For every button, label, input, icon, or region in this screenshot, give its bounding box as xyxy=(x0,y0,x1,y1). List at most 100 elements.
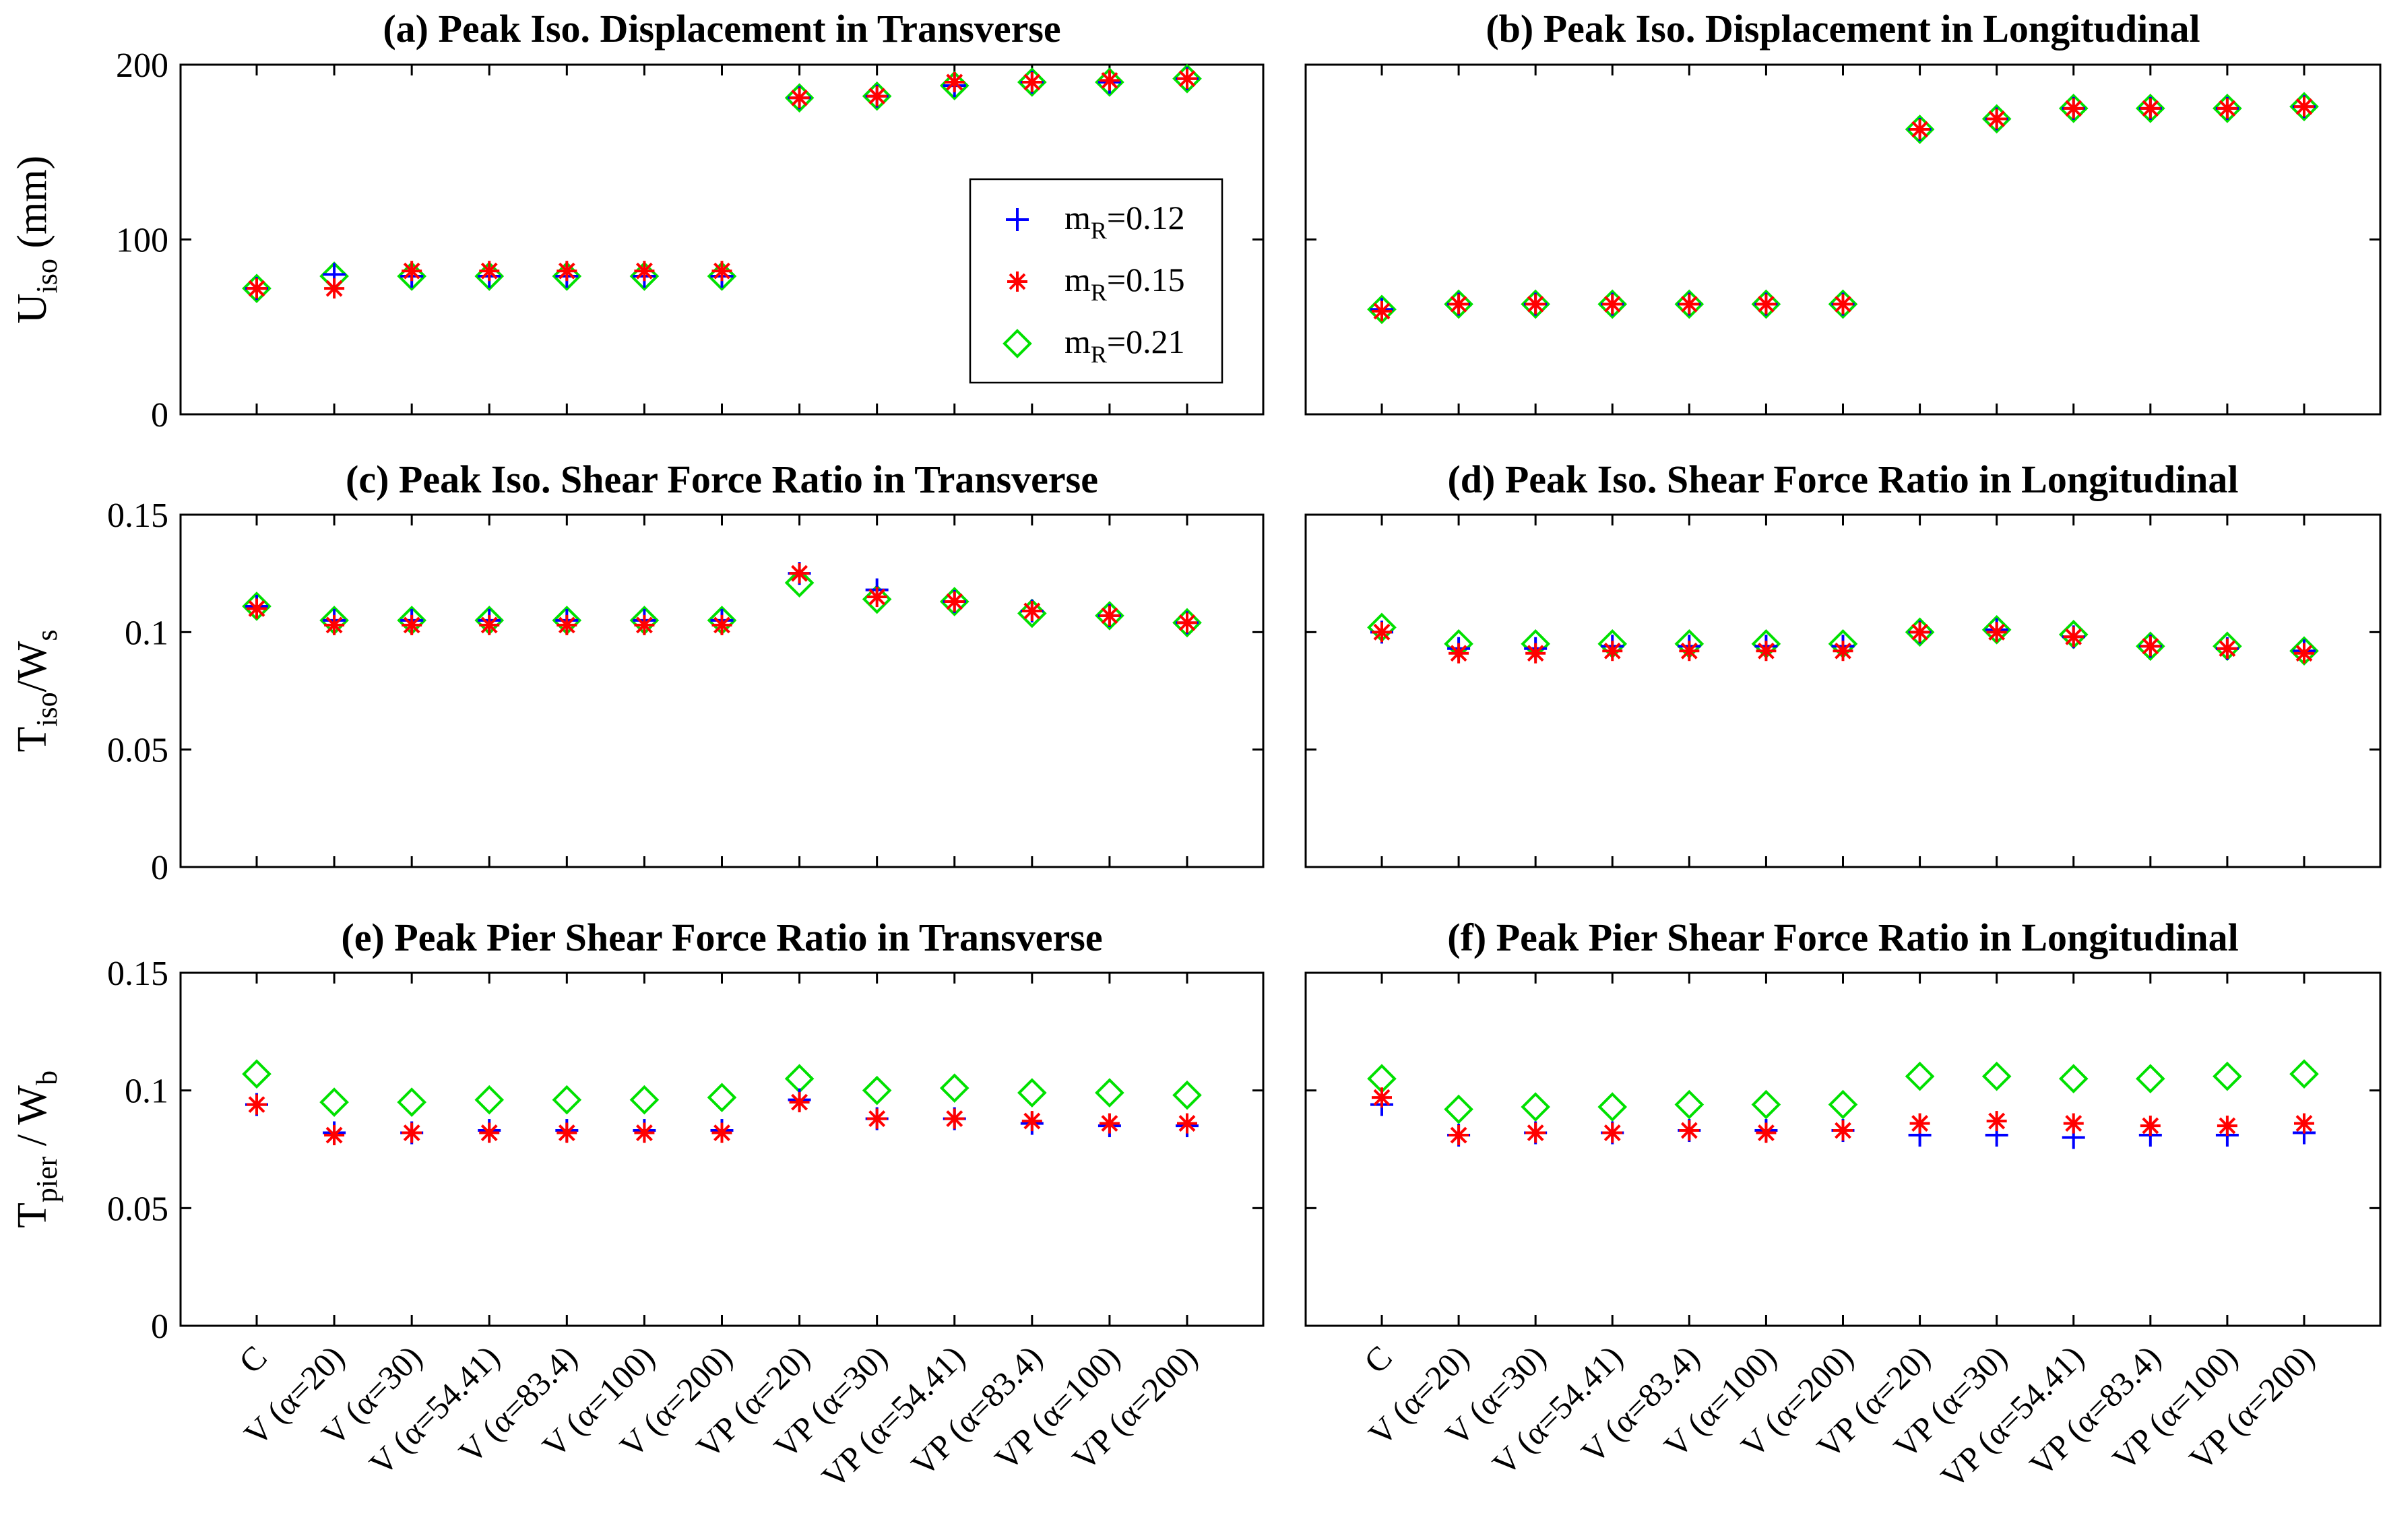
marker-m015 xyxy=(1602,294,1623,315)
marker-m015 xyxy=(2294,643,2314,664)
marker-m015 xyxy=(944,1108,965,1129)
marker-m015 xyxy=(324,614,345,635)
marker-m021 xyxy=(784,1064,815,1094)
marker-m021 xyxy=(2136,631,2165,662)
marker-m015 xyxy=(556,614,577,635)
marker-m015 xyxy=(2063,1113,2084,1134)
marker-m015 xyxy=(324,1125,345,1146)
marker-m021 xyxy=(862,584,892,614)
y-tick-label: 200 xyxy=(116,46,168,85)
marker-m015 xyxy=(1679,294,1700,315)
marker-m015 xyxy=(556,1122,577,1143)
marker-m021 xyxy=(784,83,815,113)
marker-m021 xyxy=(552,1085,582,1115)
marker-m015 xyxy=(1833,641,1853,662)
marker-m021 xyxy=(862,81,892,111)
marker-m021 xyxy=(242,1059,272,1089)
marker-m021 xyxy=(1521,1092,1550,1122)
marker-m015 xyxy=(1177,1113,1197,1134)
x-category-label: C xyxy=(232,1338,274,1380)
marker-m015 xyxy=(1021,600,1042,621)
marker-m021 xyxy=(1172,608,1202,638)
marker-m021 xyxy=(939,1073,969,1103)
marker-m021 xyxy=(1981,1061,2012,1091)
marker-m021 xyxy=(242,591,272,621)
marker-m021 xyxy=(1017,598,1047,629)
marker-m015 xyxy=(1372,1087,1392,1108)
marker-m015 xyxy=(247,1094,267,1115)
marker-m015 xyxy=(1099,70,1120,91)
marker-m021 xyxy=(1521,289,1550,319)
marker-m015 xyxy=(1679,641,1700,662)
marker-m021 xyxy=(2058,94,2089,123)
y-tick-label: 0.15 xyxy=(107,955,168,993)
marker-m021 xyxy=(862,1075,892,1105)
y-tick-label: 0.05 xyxy=(107,732,168,770)
marker-m015 xyxy=(1021,1111,1042,1132)
y-axis-label: Tpier / Wb xyxy=(9,1070,63,1228)
marker-m015 xyxy=(2217,98,2237,119)
marker-m015 xyxy=(1449,294,1469,315)
marker-m021 xyxy=(1095,601,1124,631)
marker-m021 xyxy=(319,1087,349,1117)
marker-m015 xyxy=(2294,96,2314,117)
marker-m015 xyxy=(944,591,965,612)
marker-m015 xyxy=(1525,294,1546,315)
x-category-label: C xyxy=(1357,1338,1399,1380)
legend: mR=0.12 mR=0.15 mR=0.21 xyxy=(969,178,1223,384)
marker-m015 xyxy=(711,614,732,635)
marker-m015 xyxy=(711,261,732,282)
subplot-c: (c) Peak Iso. Shear Force Ratio in Trans… xyxy=(9,457,1265,887)
subplot-title: (f) Peak Pier Shear Force Ratio in Longi… xyxy=(1447,916,2238,959)
y-tick-label: 0.1 xyxy=(125,1072,168,1111)
marker-m021 xyxy=(784,568,815,598)
marker-m015 xyxy=(1525,643,1546,664)
marker-m015 xyxy=(866,1108,887,1129)
y-tick-label: 0.1 xyxy=(125,614,168,652)
subplot-title: (d) Peak Iso. Shear Force Ratio in Longi… xyxy=(1447,457,2238,501)
marker-m021 xyxy=(1828,1089,1858,1120)
marker-m021 xyxy=(1981,104,2012,134)
marker-m021 xyxy=(1981,615,2012,645)
marker-m021 xyxy=(1597,289,1628,319)
marker-m015 xyxy=(1909,1113,1930,1134)
marker-m021 xyxy=(1095,1078,1124,1108)
marker-m015 xyxy=(1021,71,1042,92)
marker-m015 xyxy=(2063,98,2084,119)
marker-m021 xyxy=(2289,636,2319,666)
marker-m021 xyxy=(1172,1080,1202,1110)
marker-m015 xyxy=(2140,636,2161,657)
marker-m021 xyxy=(1172,63,1202,94)
marker-m021 xyxy=(2213,1061,2242,1091)
legend-marker-m021 xyxy=(1002,329,1032,358)
marker-m015 xyxy=(1602,1122,1623,1143)
y-axis-label: Uiso (mm) xyxy=(9,156,63,323)
marker-m015 xyxy=(1372,622,1392,643)
marker-m015 xyxy=(479,614,500,635)
marker-m015 xyxy=(1756,294,1777,315)
marker-m015 xyxy=(1986,622,2007,643)
marker-m015 xyxy=(711,1122,732,1143)
marker-m015 xyxy=(634,261,655,282)
marker-m015 xyxy=(1833,294,1853,315)
marker-m015 xyxy=(1177,612,1197,633)
marker-m015 xyxy=(402,261,422,282)
legend-marker-m012 xyxy=(1006,208,1029,231)
axes-box xyxy=(1304,63,2382,416)
marker-m015 xyxy=(2140,98,2161,119)
marker-m021 xyxy=(629,1085,660,1115)
marker-m015 xyxy=(789,88,810,108)
marker-m021 xyxy=(242,274,272,303)
marker-m021 xyxy=(1905,617,1935,647)
marker-m021 xyxy=(2213,94,2242,123)
marker-m015 xyxy=(1909,119,1930,140)
axes-box xyxy=(179,971,1265,1327)
marker-m015 xyxy=(2217,1116,2237,1136)
marker-m015 xyxy=(2217,638,2237,659)
marker-m015 xyxy=(1372,300,1392,321)
marker-m015 xyxy=(1909,622,1930,643)
marker-m015 xyxy=(556,261,577,282)
marker-m021 xyxy=(1367,294,1397,325)
marker-m015 xyxy=(1986,108,2007,129)
